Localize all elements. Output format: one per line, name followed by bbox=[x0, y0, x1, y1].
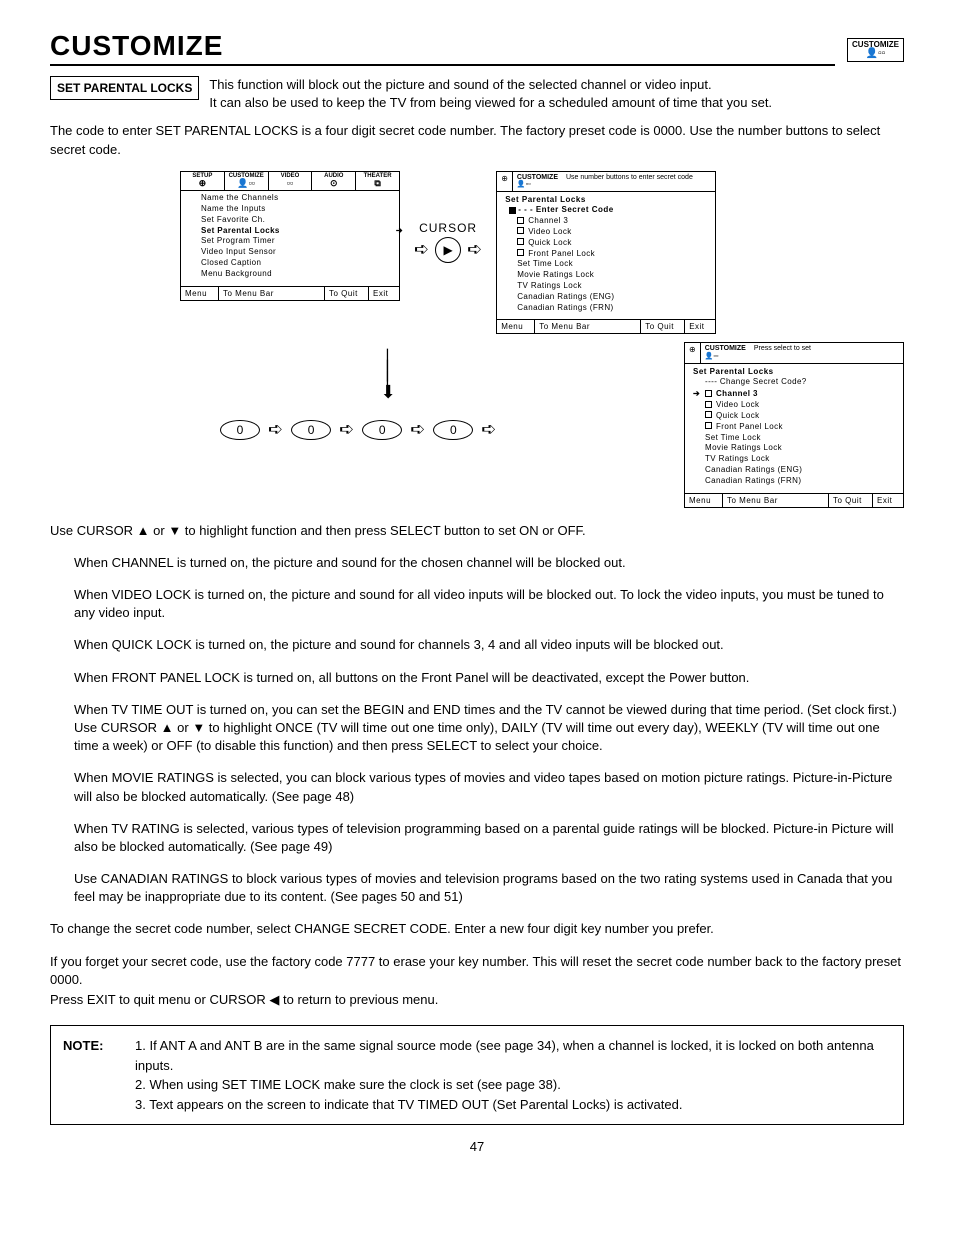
menu-item[interactable]: Video Input Sensor bbox=[201, 247, 391, 258]
arrow-right-icon: ➪ bbox=[268, 419, 283, 440]
change-secret-code-line: ---- Change Secret Code? bbox=[685, 377, 903, 388]
lock-option[interactable]: Front Panel Lock bbox=[517, 249, 707, 260]
arrow-right-icon: ➪ bbox=[339, 419, 354, 440]
instruction-tv-rating: When TV RATING is selected, various type… bbox=[74, 820, 904, 856]
cursor-flow: CURSOR ➪ ▶ ➪ bbox=[414, 171, 482, 263]
intro-line-2: It can also be used to keep the TV from … bbox=[209, 94, 772, 112]
digit-button-3[interactable]: 0 bbox=[433, 420, 473, 440]
note-item-3: 3. Text appears on the screen to indicat… bbox=[135, 1095, 891, 1115]
header-customize-label: CUSTOMIZE👤▫▫ bbox=[701, 343, 750, 362]
menu-item[interactable]: Set Program Timer bbox=[201, 236, 391, 247]
footer-to-quit: To Quit bbox=[641, 320, 685, 333]
menu-item[interactable]: Menu Background bbox=[201, 269, 391, 280]
footer-to-menu-bar: To Menu Bar bbox=[723, 494, 829, 507]
menu-panel-enter-code: ⊕ CUSTOMIZE👤▫▫ Use number buttons to ent… bbox=[496, 171, 716, 335]
intro-text: This function will block out the picture… bbox=[209, 76, 772, 112]
footer-menu: Menu bbox=[685, 494, 723, 507]
panel-title: Set Parental Locks bbox=[685, 364, 903, 377]
code-entry-row: 0 ➪ 0 ➪ 0 ➪ 0 ➪ bbox=[220, 419, 496, 440]
note-item-1: 1. If ANT A and ANT B are in the same si… bbox=[135, 1036, 891, 1075]
menu-item[interactable]: Name the Channels bbox=[201, 193, 391, 204]
page-number: 47 bbox=[50, 1139, 904, 1154]
footer-exit: Exit bbox=[873, 494, 903, 507]
arrow-right-icon: ➪ bbox=[414, 239, 429, 260]
lock-option[interactable]: Quick Lock bbox=[705, 411, 895, 422]
menu-tab-video[interactable]: VIDEO▫▫ bbox=[269, 172, 313, 190]
footer-exit: Exit bbox=[369, 287, 399, 300]
note-box: NOTE: 1. If ANT A and ANT B are in the s… bbox=[50, 1025, 904, 1125]
lock-option[interactable]: ➔Channel 3 bbox=[705, 389, 895, 400]
instruction-quick-lock: When QUICK LOCK is turned on, the pictur… bbox=[74, 636, 904, 654]
menu-tab-theater[interactable]: THEATER⧉ bbox=[356, 172, 399, 190]
menu-panel-select-to-set: ⊕ CUSTOMIZE👤▫▫ Press select to set Set P… bbox=[684, 342, 904, 507]
digit-button-0[interactable]: 0 bbox=[220, 420, 260, 440]
instruction-forget-code: If you forget your secret code, use the … bbox=[50, 953, 904, 989]
diagram-area: SETUP⊕CUSTOMIZE👤▫▫VIDEO▫▫AUDIO⊙THEATER⧉ … bbox=[180, 171, 904, 508]
arrow-right-icon: ➪ bbox=[410, 419, 425, 440]
instruction-channel: When CHANNEL is turned on, the picture a… bbox=[74, 554, 904, 572]
enter-secret-code-line: - - - Enter Secret Code bbox=[497, 205, 715, 214]
instruction-change-code: To change the secret code number, select… bbox=[50, 920, 904, 938]
section-label-box: SET PARENTAL LOCKS bbox=[50, 76, 199, 100]
lock-option[interactable]: TV Ratings Lock bbox=[705, 454, 895, 465]
menu-item[interactable]: Set Favorite Ch. bbox=[201, 215, 391, 226]
note-item-2: 2. When using SET TIME LOCK make sure th… bbox=[135, 1075, 891, 1095]
footer-menu: Menu bbox=[497, 320, 535, 333]
lock-option[interactable]: Canadian Ratings (FRN) bbox=[517, 303, 707, 314]
lock-option[interactable]: Video Lock bbox=[705, 400, 895, 411]
corner-badge-icons: 👤▫▫ bbox=[852, 49, 899, 59]
page-title: CUSTOMIZE bbox=[50, 30, 835, 66]
digit-button-2[interactable]: 0 bbox=[362, 420, 402, 440]
preamble-text: The code to enter SET PARENTAL LOCKS is … bbox=[50, 122, 904, 158]
menu-panel-customize: SETUP⊕CUSTOMIZE👤▫▫VIDEO▫▫AUDIO⊙THEATER⧉ … bbox=[180, 171, 400, 301]
footer-exit: Exit bbox=[685, 320, 715, 333]
lock-option[interactable]: Front Panel Lock bbox=[705, 422, 895, 433]
footer-menu: Menu bbox=[181, 287, 219, 300]
arrow-right-icon: ➪ bbox=[481, 419, 496, 440]
corner-badge: CUSTOMIZE 👤▫▫ bbox=[847, 38, 904, 62]
lock-option[interactable]: Canadian Ratings (ENG) bbox=[705, 465, 895, 476]
instructions-block: Use CURSOR ▲ or ▼ to highlight function … bbox=[50, 522, 904, 1010]
lock-option[interactable]: Movie Ratings Lock bbox=[705, 443, 895, 454]
lock-option[interactable]: Quick Lock bbox=[517, 238, 707, 249]
arrow-right-icon: ➪ bbox=[467, 239, 482, 260]
footer-to-quit: To Quit bbox=[829, 494, 873, 507]
lock-option[interactable]: TV Ratings Lock bbox=[517, 281, 707, 292]
instruction-tv-time-out: When TV TIME OUT is turned on, you can s… bbox=[74, 701, 904, 756]
cursor-label: CURSOR bbox=[419, 221, 477, 235]
lock-option[interactable]: Set Time Lock bbox=[517, 259, 707, 270]
menu-item[interactable]: Closed Caption bbox=[201, 258, 391, 269]
intro-line-1: This function will block out the picture… bbox=[209, 76, 772, 94]
menu-tab-customize[interactable]: CUSTOMIZE👤▫▫ bbox=[225, 172, 269, 190]
header-message: Use number buttons to enter secret code bbox=[562, 172, 715, 191]
menu-tab-setup[interactable]: SETUP⊕ bbox=[181, 172, 225, 190]
menu-item[interactable]: Set Parental Locks➔ bbox=[201, 226, 391, 237]
lock-option[interactable]: Canadian Ratings (FRN) bbox=[705, 476, 895, 487]
menu-tab-audio[interactable]: AUDIO⊙ bbox=[312, 172, 356, 190]
lock-option[interactable]: Channel 3 bbox=[517, 216, 707, 227]
lock-option[interactable]: Video Lock bbox=[517, 227, 707, 238]
lock-option[interactable]: Movie Ratings Lock bbox=[517, 270, 707, 281]
lock-option[interactable]: Canadian Ratings (ENG) bbox=[517, 292, 707, 303]
footer-to-menu-bar: To Menu Bar bbox=[535, 320, 641, 333]
panel-title: Set Parental Locks bbox=[497, 192, 715, 205]
menu-item[interactable]: Name the Inputs bbox=[201, 204, 391, 215]
digit-button-1[interactable]: 0 bbox=[291, 420, 331, 440]
instruction-movie-ratings: When MOVIE RATINGS is selected, you can … bbox=[74, 769, 904, 805]
header-customize-label: CUSTOMIZE👤▫▫ bbox=[513, 172, 562, 191]
note-label: NOTE: bbox=[63, 1036, 135, 1114]
instruction-lead: Use CURSOR ▲ or ▼ to highlight function … bbox=[50, 522, 904, 540]
instruction-video-lock: When VIDEO LOCK is turned on, the pictur… bbox=[74, 586, 904, 622]
instruction-front-panel: When FRONT PANEL LOCK is turned on, all … bbox=[74, 669, 904, 687]
down-arrow-icon: │││⬇ bbox=[381, 354, 396, 397]
header-message: Press select to set bbox=[750, 343, 903, 362]
footer-to-menu-bar: To Menu Bar bbox=[219, 287, 325, 300]
footer-to-quit: To Quit bbox=[325, 287, 369, 300]
header-target-icon: ⊕ bbox=[497, 172, 513, 191]
lock-option[interactable]: Set Time Lock bbox=[705, 433, 895, 444]
instruction-canadian-ratings: Use CANADIAN RATINGS to block various ty… bbox=[74, 870, 904, 906]
cursor-right-button[interactable]: ▶ bbox=[435, 237, 461, 263]
instruction-exit: Press EXIT to quit menu or CURSOR ◀ to r… bbox=[50, 991, 904, 1009]
header-target-icon: ⊕ bbox=[685, 343, 701, 362]
